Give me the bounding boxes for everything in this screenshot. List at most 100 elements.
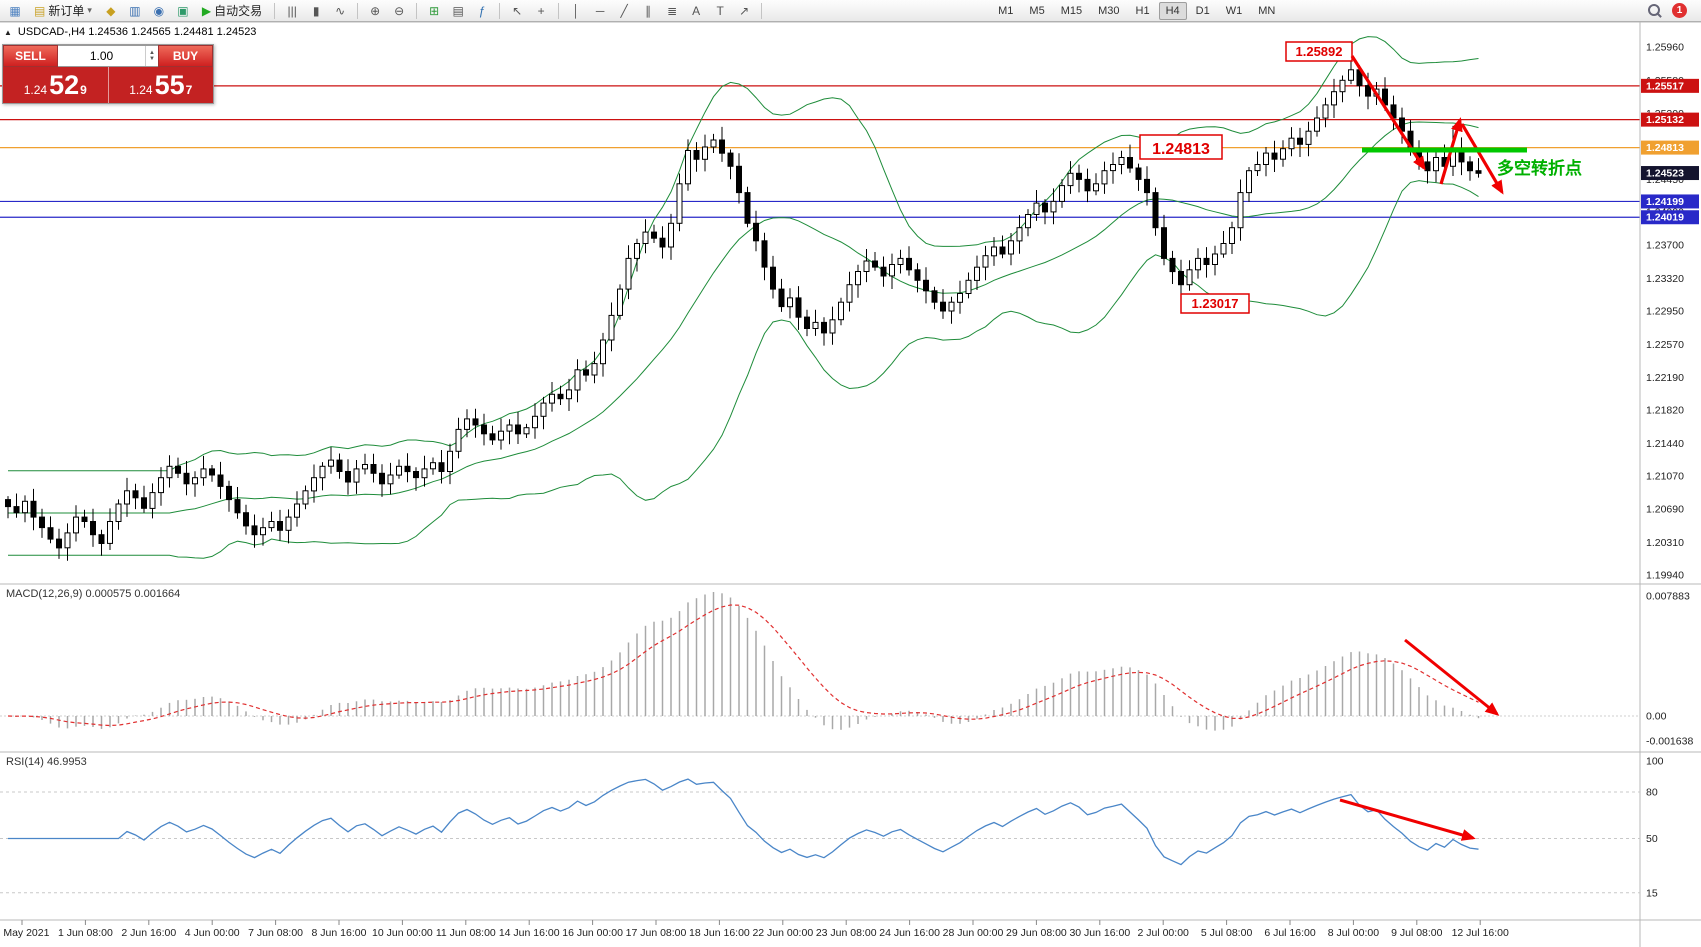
volume-down-icon[interactable]: ▼	[149, 56, 155, 62]
sell-price-prefix: 1.24	[23, 83, 48, 97]
toolbar-separator	[274, 2, 276, 19]
toolbar-right: 1	[1648, 3, 1687, 18]
price-label-annotation[interactable]	[1285, 41, 1353, 62]
svg-text:1.21070: 1.21070	[1646, 470, 1684, 482]
svg-text:100: 100	[1646, 756, 1664, 768]
svg-text:12 Jul 16:00: 12 Jul 16:00	[1452, 927, 1509, 939]
svg-text:1.23017: 1.23017	[1192, 296, 1239, 311]
rsi-panel: 100 80 50 15	[0, 756, 1664, 899]
notification-badge[interactable]: 1	[1672, 3, 1687, 18]
new-order-button-caret[interactable]: ▾	[87, 5, 92, 15]
sell-price-big: 52	[49, 70, 80, 100]
crosshair-icon[interactable]: +	[537, 3, 545, 18]
buy-price[interactable]: 1.24 55 7	[109, 67, 214, 103]
svg-text:10 Jun 00:00: 10 Jun 00:00	[372, 927, 433, 939]
terminal-icon[interactable]: ▣	[177, 3, 189, 18]
vertical-line-icon[interactable]: │	[572, 3, 580, 18]
timeframe-button-w1[interactable]: W1	[1225, 4, 1243, 17]
svg-text:8 Jul 00:00: 8 Jul 00:00	[1328, 927, 1380, 939]
svg-text:7 Jun 08:00: 7 Jun 08:00	[248, 927, 303, 939]
market-watch-icon[interactable]: ▥	[129, 3, 141, 18]
timeframe-button-h1[interactable]: H1	[1135, 4, 1150, 17]
timeframe-button-mn[interactable]: MN	[1258, 4, 1276, 17]
price-tag	[1641, 140, 1699, 155]
svg-text:18 Jun 16:00: 18 Jun 16:00	[689, 927, 750, 939]
timeframe-button-m30[interactable]: M30	[1098, 4, 1120, 17]
line-chart-icon[interactable]: ∿	[335, 3, 346, 18]
arrow-annotation[interactable]	[1339, 798, 1476, 841]
turning-point-note[interactable]: 多空转折点	[1497, 158, 1582, 178]
price-label-annotation[interactable]	[1180, 293, 1250, 314]
svg-text:1 Jun 08:00: 1 Jun 08:00	[58, 927, 113, 939]
macd-indicator-label: MACD(12,26,9) 0.000575 0.001664	[6, 588, 181, 600]
search-icon[interactable]	[1648, 3, 1662, 18]
sell-button[interactable]: SELL	[3, 45, 58, 67]
svg-text:6 Jul 16:00: 6 Jul 16:00	[1264, 927, 1316, 939]
price-tag	[1641, 210, 1699, 225]
svg-text:80: 80	[1646, 787, 1658, 799]
svg-text:1.25132: 1.25132	[1646, 114, 1684, 126]
volume-input[interactable]	[58, 46, 145, 66]
shapes-icon[interactable]: ↗	[739, 3, 750, 18]
svg-text:1.24813: 1.24813	[1152, 141, 1210, 158]
timeframe-button-d1[interactable]: D1	[1195, 4, 1210, 17]
timeframe-button-m5[interactable]: M5	[1029, 4, 1045, 17]
zoom-in-icon[interactable]: ⊕	[370, 3, 381, 18]
svg-text:1.25517: 1.25517	[1646, 80, 1684, 92]
svg-text:8 Jun 16:00: 8 Jun 16:00	[312, 927, 367, 939]
trendline-icon[interactable]: ╱	[620, 3, 628, 18]
candles-layer	[5, 53, 1482, 561]
time-axis[interactable]: 1 May 2021 1 Jun 08:00 2 Jun 16:00 4 Jun 00…	[0, 920, 1509, 939]
toolbar-separator	[761, 2, 763, 19]
svg-text:2 Jul 00:00: 2 Jul 00:00	[1138, 927, 1190, 939]
label-icon[interactable]: T	[716, 3, 724, 18]
toolbar-separator	[499, 2, 501, 19]
sell-price[interactable]: 1.24 52 9	[3, 67, 109, 103]
indicators-icon[interactable]: ƒ	[478, 3, 486, 18]
charts-grid-icon[interactable]: ▦	[9, 3, 21, 18]
metaeditor-icon[interactable]: ◆	[106, 3, 116, 18]
bar-chart-icon[interactable]: |||	[287, 3, 297, 18]
price-axis[interactable]: 1.259601.255801.252001.248301.244501.240…	[1641, 42, 1699, 582]
zoom-out-icon[interactable]: ⊖	[394, 3, 405, 18]
svg-text:1.22950: 1.22950	[1646, 306, 1684, 318]
arrow-annotation[interactable]	[1404, 638, 1500, 716]
timeframe-button-h4[interactable]: H4	[1158, 1, 1187, 20]
arrow-annotation[interactable]	[1460, 123, 1504, 195]
tile-windows-icon[interactable]: ⊞	[429, 3, 440, 18]
autotrading-button[interactable]: ▶ 自动交易	[196, 1, 268, 21]
svg-text:14 Jun 16:00: 14 Jun 16:00	[499, 927, 560, 939]
svg-text:28 Jun 00:00: 28 Jun 00:00	[943, 927, 1004, 939]
templates-icon[interactable]: ▤	[452, 3, 464, 18]
volume-spinner[interactable]: ▲ ▼	[145, 46, 158, 66]
timeframe-button-m1[interactable]: M1	[998, 4, 1014, 17]
svg-text:1 May 2021: 1 May 2021	[0, 927, 50, 939]
timeframe-bar: M1 M5 M15 M30 H1 H4 D1 W1 MN	[991, 1, 1282, 20]
collapse-arrow-icon[interactable]: ▲	[4, 27, 12, 37]
toolbar: ▦ ▤ 新订单 ▾ ◆ ▥ ◉ ▣ ▶ 自动交易 ||| ▮ ∿ ⊕ ⊖ ⊞ ▤ ƒ ↖ + │ ─ ╱ ∥ ≣ A T ↗ M1 M5…	[0, 0, 1701, 22]
rsi-line	[8, 778, 1479, 866]
cursor-icon[interactable]: ↖	[512, 3, 523, 18]
annotations-layer[interactable]: 1.25892 1.24813 1.23017 多空转折点	[1139, 41, 1582, 841]
svg-text:16 Jun 00:00: 16 Jun 00:00	[562, 927, 623, 939]
candlestick-icon[interactable]: ▮	[312, 3, 320, 18]
timeframe-button-m15[interactable]: M15	[1060, 4, 1083, 17]
volume-up-icon[interactable]: ▲	[149, 50, 155, 56]
svg-text:5 Jul 08:00: 5 Jul 08:00	[1201, 927, 1253, 939]
fibonacci-icon[interactable]: ≣	[667, 3, 678, 18]
buy-price-big: 55	[154, 70, 185, 100]
svg-text:1.23700: 1.23700	[1646, 240, 1684, 252]
navigator-icon[interactable]: ◉	[153, 3, 165, 18]
svg-text:1.23320: 1.23320	[1646, 273, 1684, 285]
channel-icon[interactable]: ∥	[645, 3, 652, 18]
new-order-button[interactable]: ▤ 新订单 ▾	[28, 1, 98, 21]
price-label-annotation[interactable]	[1139, 134, 1223, 160]
svg-text:1.22570: 1.22570	[1646, 339, 1684, 351]
horizontal-line-icon[interactable]: ─	[595, 3, 605, 18]
text-icon[interactable]: A	[692, 3, 701, 18]
sell-price-sup: 9	[80, 83, 87, 97]
buy-button[interactable]: BUY	[158, 45, 213, 67]
price-tag	[1641, 78, 1699, 93]
macd-signal-line	[7, 604, 1479, 727]
